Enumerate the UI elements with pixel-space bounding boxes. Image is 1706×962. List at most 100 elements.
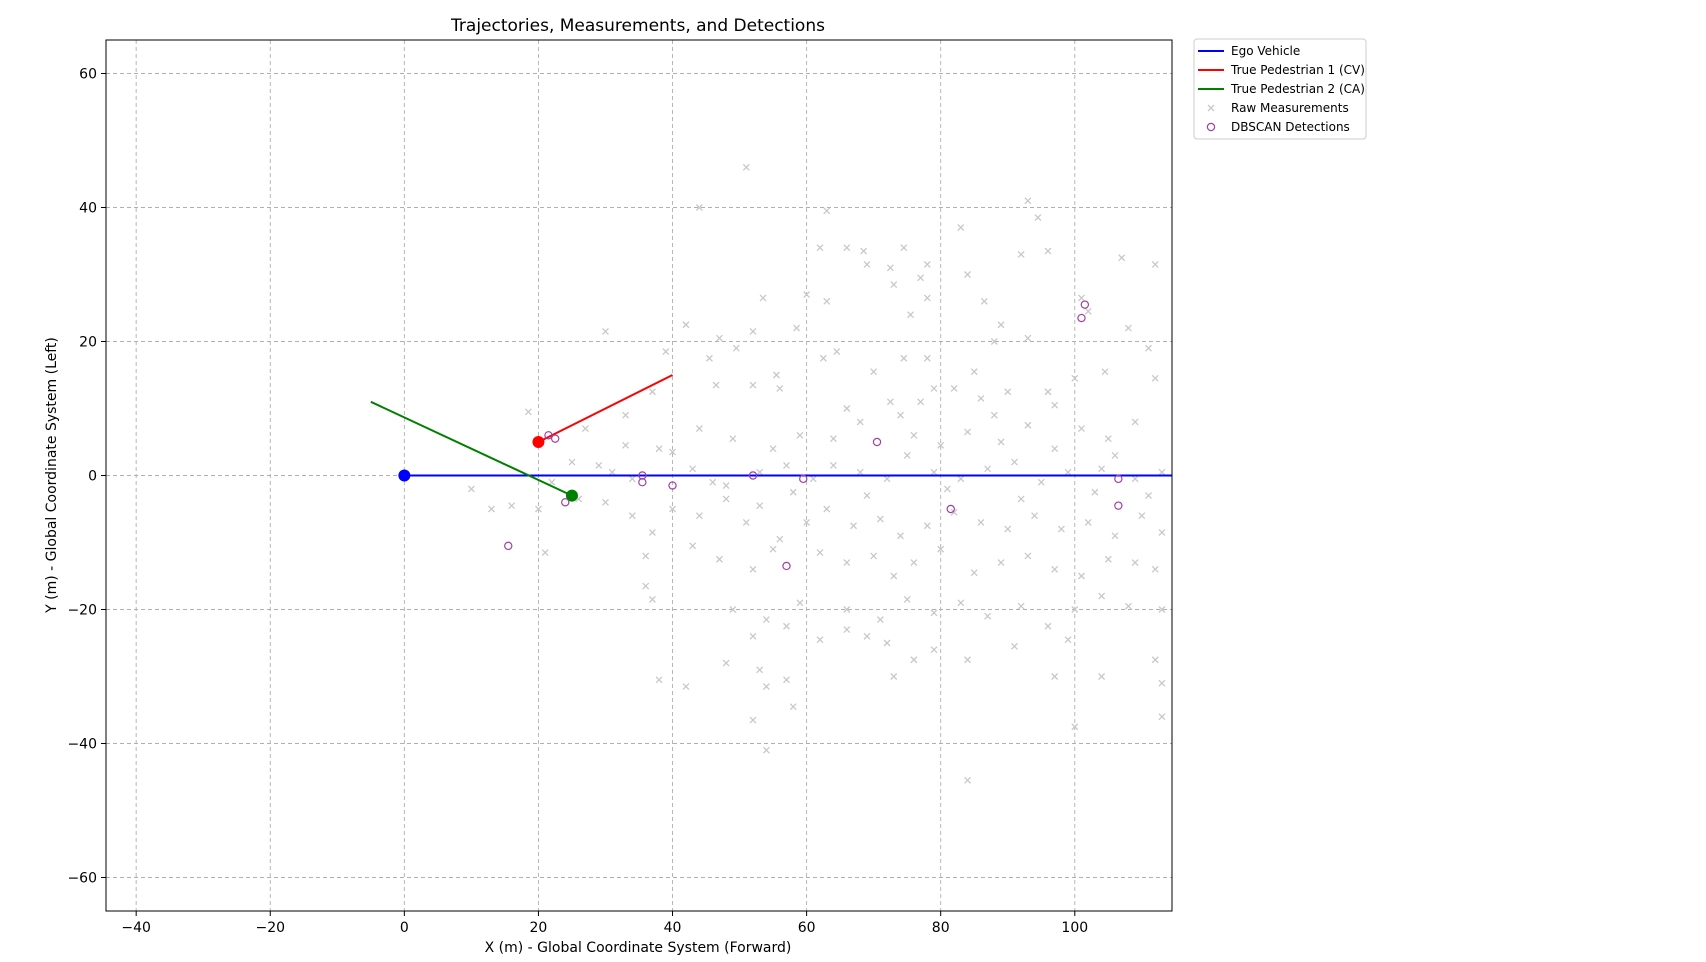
- raw-measurement-point: [622, 411, 630, 419]
- raw-measurement-point: [705, 354, 713, 362]
- raw-measurement-point: [816, 549, 824, 557]
- raw-measurement-point: [695, 204, 703, 211]
- y-tick-label: −40: [67, 737, 97, 753]
- dbscan-detection-point: [946, 504, 955, 514]
- raw-measurement-point: [715, 334, 723, 342]
- raw-measurement-point: [1084, 518, 1092, 526]
- raw-measurement-point: [816, 244, 824, 252]
- raw-measurement-point: [883, 639, 891, 647]
- raw-measurement-point: [1024, 421, 1032, 429]
- raw-measurement-point: [1034, 214, 1042, 222]
- raw-measurement-point: [984, 612, 992, 620]
- dbscan-detection-point: [748, 471, 758, 480]
- raw-measurement-point: [655, 445, 663, 453]
- raw-measurement-point: [984, 465, 992, 473]
- raw-measurement-point: [833, 348, 841, 356]
- raw-measurement-point: [843, 606, 851, 613]
- raw-measurement-point: [628, 512, 636, 520]
- pedestrian-1-marker: [532, 436, 545, 448]
- raw-measurement-point: [890, 572, 898, 580]
- raw-measurement-point: [856, 468, 864, 476]
- raw-measurement-point: [749, 381, 757, 389]
- raw-measurement-point: [870, 368, 878, 376]
- raw-measurement-point: [1098, 592, 1106, 600]
- raw-measurement-point: [970, 569, 978, 577]
- raw-measurement-point: [1044, 622, 1052, 630]
- legend-label: Raw Measurements: [1231, 101, 1349, 115]
- raw-measurement-point: [980, 297, 988, 305]
- raw-measurement-point: [910, 559, 918, 567]
- raw-measurement-point: [890, 281, 898, 289]
- raw-measurement-point: [749, 327, 757, 335]
- raw-measurement-point: [682, 321, 690, 329]
- raw-measurement-point: [595, 461, 603, 469]
- raw-measurement-point: [568, 458, 576, 466]
- y-tick-label: −20: [67, 603, 97, 619]
- raw-measurement-point: [789, 488, 797, 496]
- raw-measurement-point: [843, 626, 851, 634]
- raw-measurement-point: [816, 636, 824, 644]
- raw-measurement-point: [970, 368, 978, 376]
- raw-measurement-point: [876, 515, 884, 523]
- dbscan-detection-point: [872, 437, 882, 447]
- raw-measurement-point: [695, 425, 703, 433]
- raw-measurement-point: [622, 441, 630, 449]
- raw-measurement-point: [930, 646, 938, 654]
- raw-measurement-point: [886, 398, 894, 406]
- raw-measurement-point: [930, 468, 938, 476]
- raw-measurement-point: [756, 666, 764, 674]
- x-tick-label: 60: [798, 920, 816, 936]
- raw-measurement-point: [829, 435, 837, 443]
- raw-measurement-point: [823, 297, 831, 305]
- raw-measurement-point: [1104, 435, 1112, 443]
- raw-measurement-point: [648, 388, 656, 396]
- raw-measurement-point: [910, 656, 918, 664]
- raw-measurement-point: [783, 461, 790, 469]
- ego-vehicle-marker: [398, 469, 411, 482]
- raw-measurement-point: [1031, 512, 1039, 520]
- raw-measurement-point: [1124, 602, 1132, 610]
- raw-measurement-point: [749, 565, 757, 573]
- y-tick-label: 60: [79, 67, 97, 83]
- y-tick-label: 0: [88, 469, 97, 485]
- legend-box: [1193, 38, 1367, 140]
- raw-measurement-point: [1111, 451, 1119, 459]
- raw-measurement-point: [863, 260, 871, 268]
- y-tick-label: −60: [67, 871, 97, 887]
- raw-measurement-point: [608, 468, 616, 476]
- raw-measurement-point: [756, 502, 764, 510]
- raw-measurement-point: [762, 746, 770, 754]
- raw-measurement-point: [749, 716, 757, 724]
- raw-measurement-point: [819, 354, 827, 362]
- raw-measurement-point: [1151, 260, 1159, 268]
- raw-measurement-point: [1101, 368, 1109, 376]
- raw-measurement-point: [1151, 374, 1159, 382]
- raw-measurement-point: [689, 465, 697, 473]
- raw-measurement-point: [1151, 656, 1159, 664]
- trajectories-layer: [370, 374, 1172, 502]
- raw-measurement-point: [1158, 606, 1166, 613]
- raw-measurement-point: [722, 659, 730, 667]
- raw-measurement-point: [581, 425, 589, 433]
- plot-area: −40 −20 0 20 40 60 80 100 −60 −40 −20 0 20 40 60: [67, 39, 1173, 936]
- raw-measurement-point: [997, 321, 1005, 329]
- dbscan-detection-point: [504, 541, 513, 551]
- raw-measurement-point: [769, 545, 777, 553]
- raw-measurement-point: [809, 475, 817, 483]
- raw-measurement-point: [900, 354, 908, 362]
- raw-measurement-point: [1004, 388, 1012, 396]
- raw-measurement-point: [712, 381, 720, 389]
- raw-measurement-point: [907, 311, 914, 319]
- dbscan-detection-point: [544, 431, 553, 440]
- raw-measurement-point: [689, 542, 697, 550]
- raw-measurement-point: [937, 441, 945, 449]
- legend-label: Ego Vehicle: [1231, 44, 1300, 58]
- raw-measurement-point: [923, 354, 931, 362]
- raw-measurement-point: [796, 599, 804, 607]
- y-axis-ticks: −60 −40 −20 0 20 40 60: [67, 67, 106, 887]
- raw-measurement-point: [655, 676, 663, 684]
- dbscan-detection-point: [561, 498, 570, 507]
- raw-measurement-point: [917, 274, 925, 282]
- raw-measurement-point: [729, 435, 737, 443]
